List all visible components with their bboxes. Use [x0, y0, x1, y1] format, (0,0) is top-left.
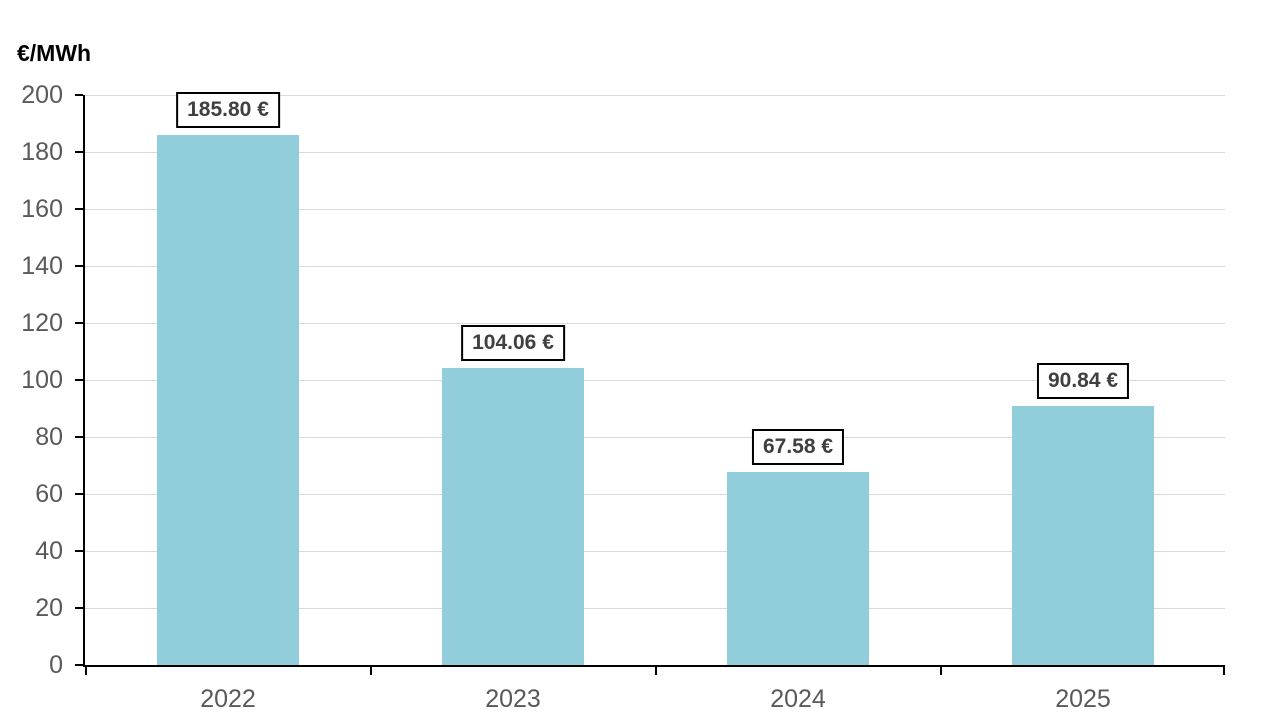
bar — [442, 368, 584, 665]
plot-area: 0 20 40 60 80 100 120 140 160 180 200 185.80 € 2022 1… — [21, 81, 1225, 713]
x-axis-tick — [85, 667, 87, 675]
x-axis-tick-label: 2022 — [200, 685, 256, 713]
bar — [727, 472, 869, 665]
y-axis-tick-label: 0 — [49, 651, 63, 679]
value-label: 90.84 € — [1036, 363, 1130, 399]
y-axis-tick — [75, 550, 83, 552]
y-axis-tick — [75, 322, 83, 324]
x-axis-tick-label: 2025 — [1055, 685, 1111, 713]
y-axis-tick — [75, 493, 83, 495]
x-axis-tick — [1223, 667, 1225, 675]
x-axis-tick — [940, 667, 942, 675]
y-axis-tick — [75, 151, 83, 153]
y-axis-tick-label: 180 — [21, 138, 63, 166]
bar — [157, 135, 299, 665]
bar — [1012, 406, 1154, 665]
gridline — [85, 265, 1225, 267]
gridline — [85, 607, 1225, 609]
gridline — [85, 379, 1225, 381]
gridline — [85, 94, 1225, 96]
y-axis-tick — [75, 265, 83, 267]
x-axis-tick — [370, 667, 372, 675]
y-axis-tick-label: 80 — [35, 423, 63, 451]
gridline — [85, 550, 1225, 552]
gridline — [85, 151, 1225, 153]
x-axis-tick-label: 2023 — [485, 685, 541, 713]
y-axis-tick — [75, 607, 83, 609]
y-axis-tick — [75, 664, 83, 666]
gridline — [85, 208, 1225, 210]
y-axis-tick — [75, 208, 83, 210]
y-axis-tick-label: 120 — [21, 309, 63, 337]
y-axis-tick-label: 20 — [35, 594, 63, 622]
gridline — [85, 436, 1225, 438]
y-axis-tick — [75, 94, 83, 96]
y-axis-tick-label: 100 — [21, 366, 63, 394]
x-axis-tick — [655, 667, 657, 675]
y-axis-tick-label: 200 — [21, 81, 63, 109]
y-axis-tick-label: 140 — [21, 252, 63, 280]
value-label: 185.80 € — [176, 92, 280, 128]
y-axis-tick-label: 160 — [21, 195, 63, 223]
y-axis-tick-label: 40 — [35, 537, 63, 565]
value-label: 67.58 € — [751, 429, 845, 465]
value-label: 104.06 € — [461, 325, 565, 361]
y-axis-tick — [75, 436, 83, 438]
x-axis-tick-label: 2024 — [770, 685, 826, 713]
gridline — [85, 322, 1225, 324]
y-axis-tick-label: 60 — [35, 480, 63, 508]
y-axis-title: €/MWh — [17, 40, 92, 66]
gridline — [85, 493, 1225, 495]
y-axis-tick — [75, 379, 83, 381]
